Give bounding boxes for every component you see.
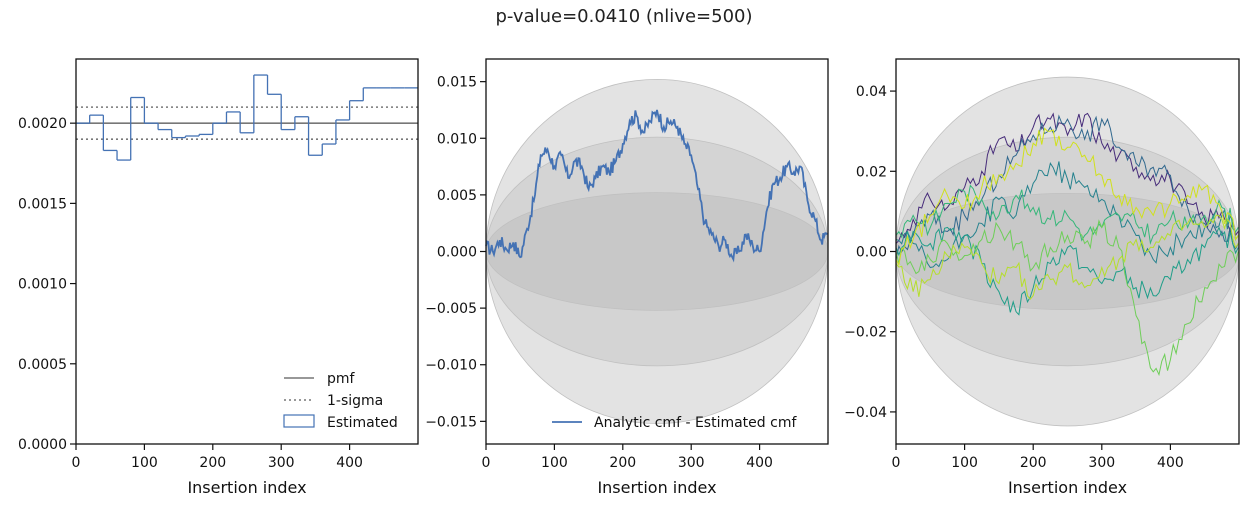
y-tick-label: 0.00 [856, 245, 887, 261]
cmf-difference-line [485, 109, 829, 263]
x-tick-label: 400 [746, 455, 773, 471]
y-tick-label: 0.000 [437, 245, 477, 261]
x-tick-label: 0 [482, 455, 491, 471]
x-axis-label: Insertion index [597, 478, 716, 497]
x-tick-label: 0 [892, 455, 901, 471]
sigma-band-1 [895, 192, 1240, 311]
y-tick-label: 0.0015 [18, 196, 67, 212]
x-tick-label: 200 [609, 455, 636, 471]
legend-estimated-handle [283, 414, 315, 428]
run-line-4 [895, 226, 1239, 316]
x-tick-label: 300 [1088, 455, 1115, 471]
x-tick-label: 200 [199, 455, 226, 471]
y-tick-label: 0.0010 [18, 277, 67, 293]
y-tick-label: 0.04 [856, 84, 887, 100]
x-tick-label: 100 [541, 455, 568, 471]
run-line-7 [895, 214, 1239, 300]
axes-frame [75, 58, 419, 445]
y-tick-label: 0.0000 [18, 437, 67, 453]
cmf-difference-panel: 0 100 200 300 400 −0.015 −0.010 −0.005 0.000 0.00… [425, 58, 829, 497]
legend-estimated-label: Estimated [327, 415, 398, 431]
x-tick-label: 100 [131, 455, 158, 471]
run-line-2 [895, 114, 1239, 260]
y-tick-label: 0.010 [437, 131, 477, 147]
y-tick-label: −0.02 [844, 325, 887, 341]
x-tick-label: 0 [72, 455, 81, 471]
y-tick-label: −0.010 [425, 358, 477, 374]
y-tick-label: 0.0020 [18, 116, 67, 132]
run-line-6 [895, 219, 1239, 377]
x-tick-label: 300 [268, 455, 295, 471]
x-tick-label: 400 [336, 455, 363, 471]
x-tick-label: 300 [678, 455, 705, 471]
y-tick-label: 0.005 [437, 188, 477, 204]
x-tick-label: 100 [951, 455, 978, 471]
y-tick-label: 0.0005 [18, 357, 67, 373]
run-line-1 [895, 112, 1239, 244]
figure-title: p-value=0.0410 (nlive=500) [495, 6, 753, 27]
x-tick-label: 200 [1020, 455, 1047, 471]
sigma-band-1 [485, 192, 829, 311]
y-tick-label: 0.015 [437, 75, 477, 91]
histogram-panel: 0 100 200 300 400 0.0000 0.0005 0.0010 0.0015 0.0… [18, 58, 419, 497]
multi-run-panel: 0 100 200 300 400 −0.04 −0.02 0.00 0.02 0.04 Inser… [844, 58, 1240, 497]
x-axis-label: Insertion index [1008, 478, 1127, 497]
y-tick-label: −0.005 [425, 301, 477, 317]
run-line-8 [895, 127, 1239, 267]
x-tick-label: 400 [1157, 455, 1184, 471]
y-tick-label: −0.015 [425, 414, 477, 430]
legend-pmf-label: pmf [327, 371, 356, 387]
x-axis-label: Insertion index [187, 478, 306, 497]
y-tick-label: 0.02 [856, 164, 887, 180]
y-tick-label: −0.04 [844, 405, 887, 421]
legend-sigma-label: 1-sigma [327, 393, 383, 409]
legend-cmf-label: Analytic cmf - Estimated cmf [594, 415, 797, 431]
